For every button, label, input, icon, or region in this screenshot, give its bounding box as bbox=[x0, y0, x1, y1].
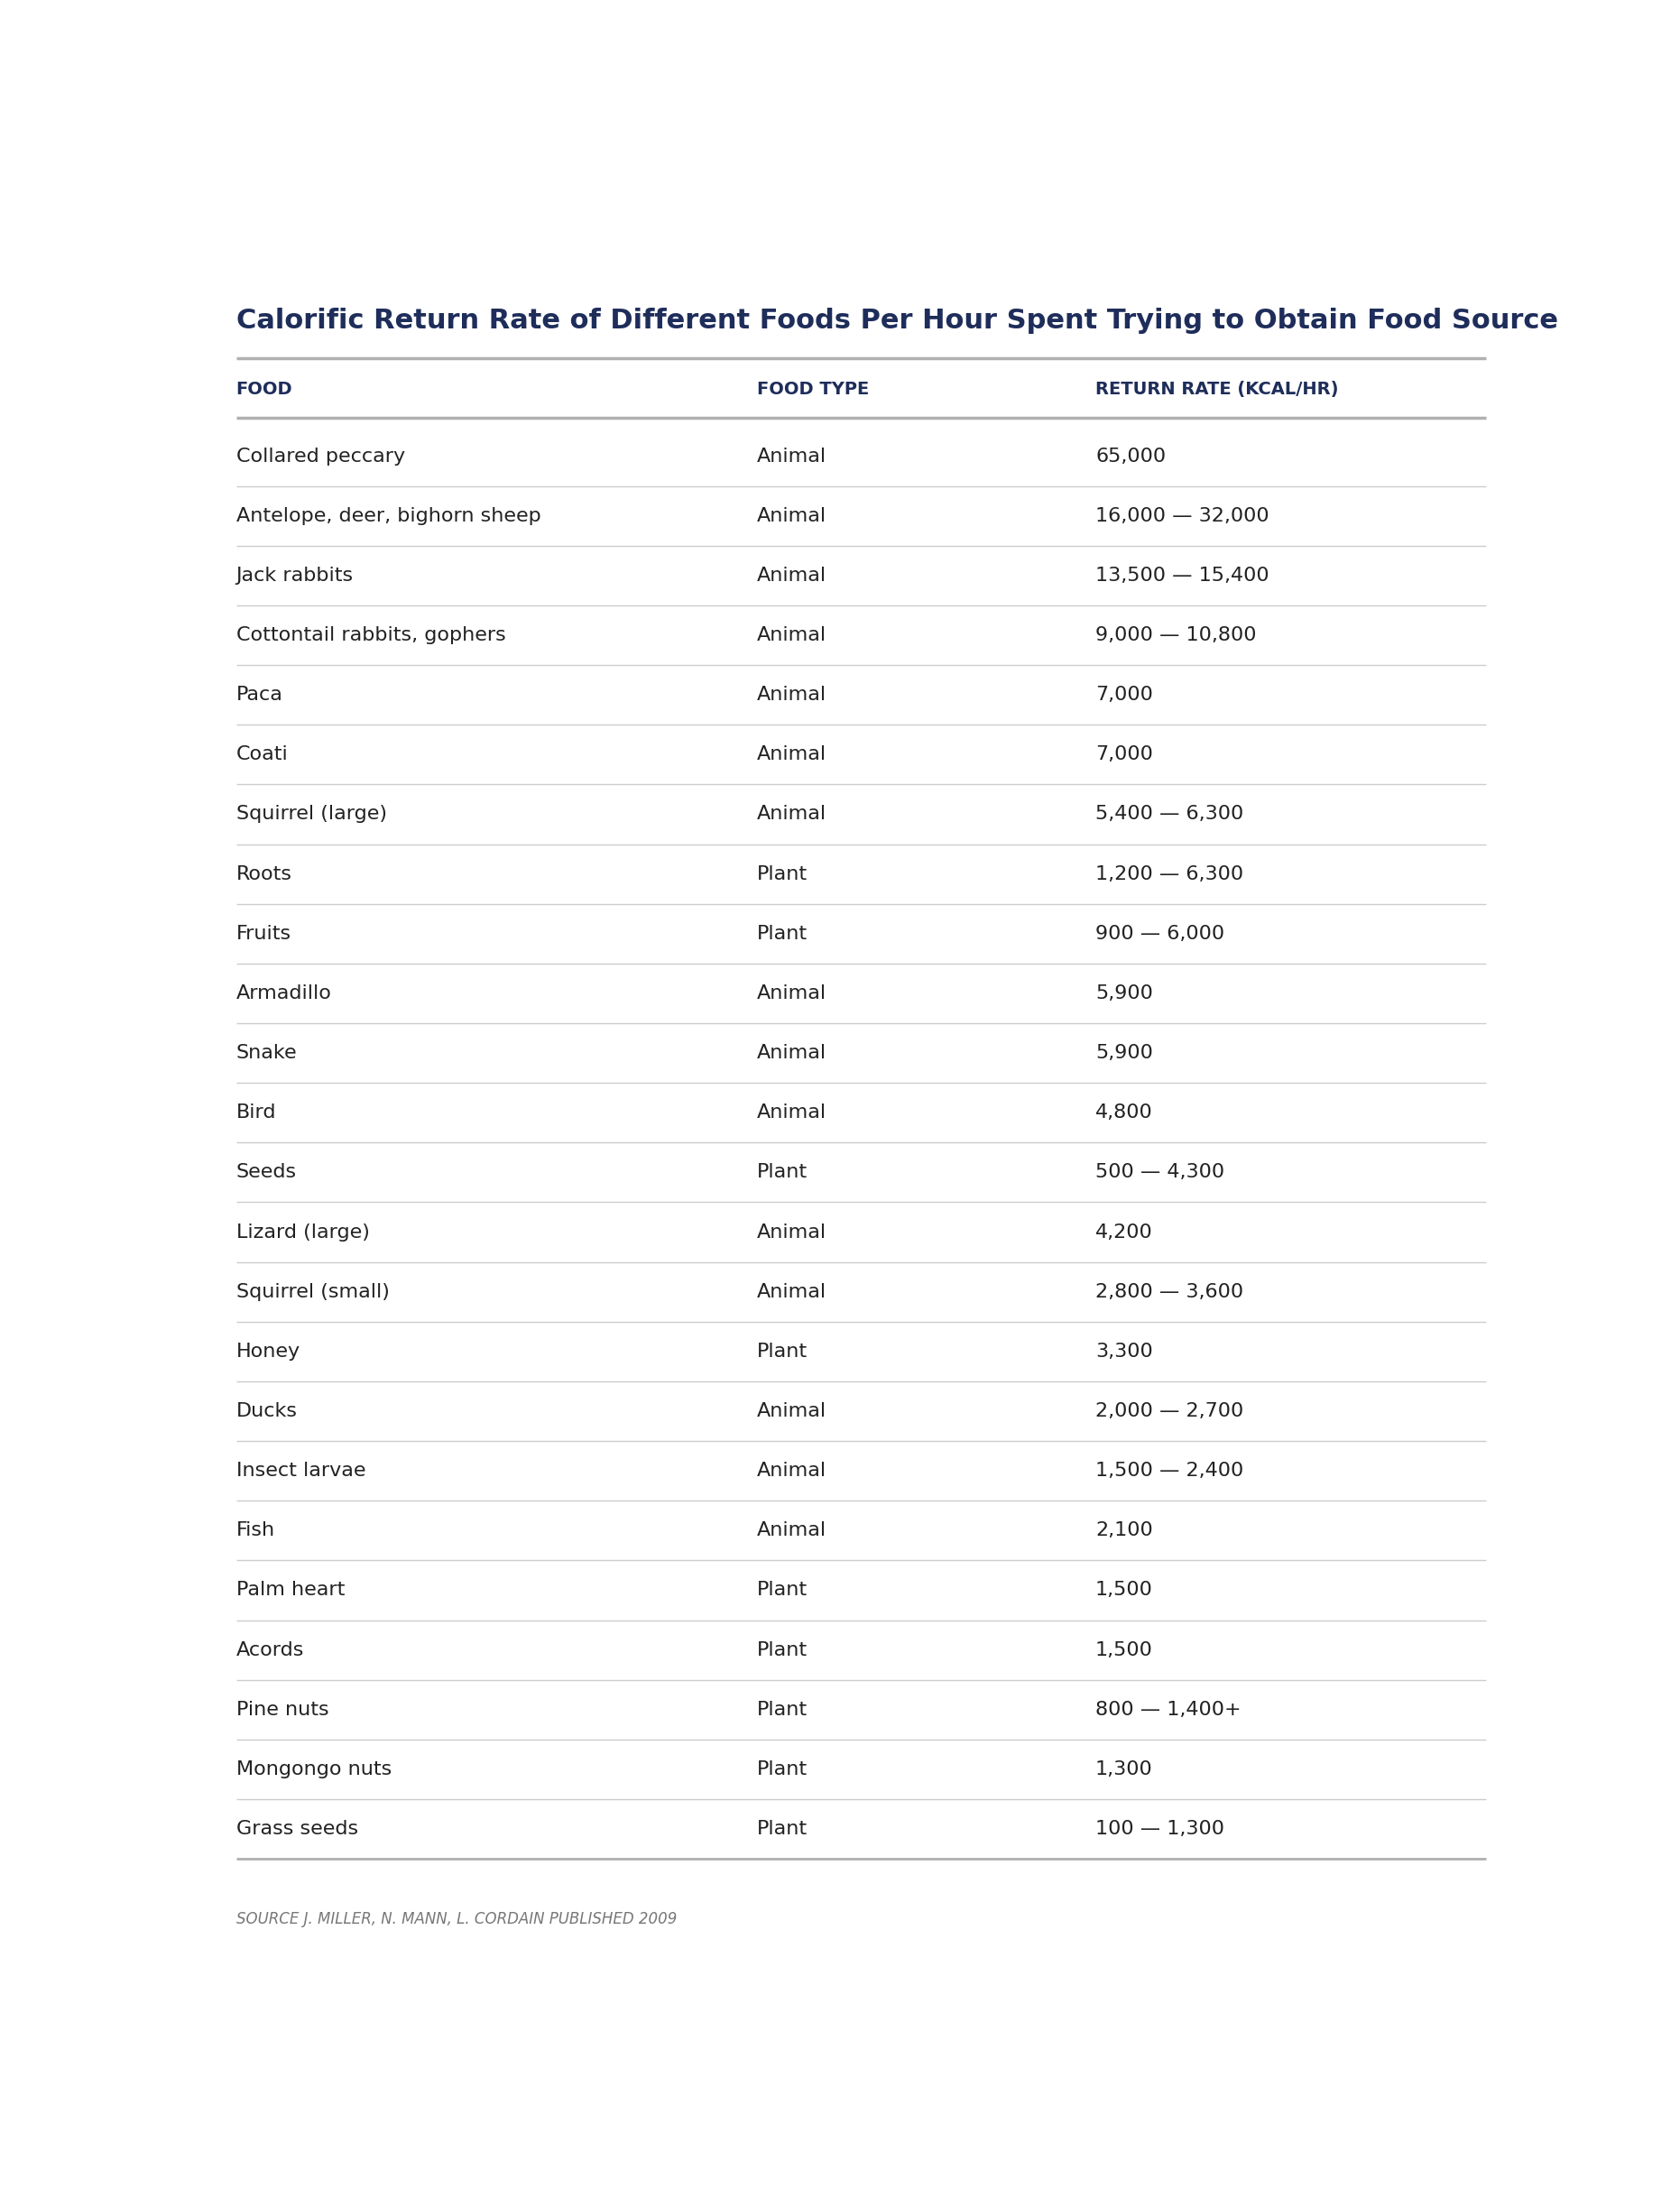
Text: Roots: Roots bbox=[235, 865, 292, 883]
Text: 7,000: 7,000 bbox=[1095, 746, 1152, 764]
Text: 100 — 1,300: 100 — 1,300 bbox=[1095, 1821, 1225, 1838]
Text: 9,000 — 10,800: 9,000 — 10,800 bbox=[1095, 627, 1257, 644]
Text: 4,800: 4,800 bbox=[1095, 1104, 1152, 1121]
Text: 5,400 — 6,300: 5,400 — 6,300 bbox=[1095, 806, 1243, 823]
Text: Lizard (large): Lizard (large) bbox=[235, 1223, 370, 1240]
Text: Animal: Animal bbox=[756, 984, 827, 1002]
Text: Animal: Animal bbox=[756, 806, 827, 823]
Text: 5,900: 5,900 bbox=[1095, 1044, 1152, 1062]
Text: Fish: Fish bbox=[235, 1521, 276, 1540]
Text: SOURCE J. MILLER, N. MANN, L. CORDAIN PUBLISHED 2009: SOURCE J. MILLER, N. MANN, L. CORDAIN PU… bbox=[235, 1911, 677, 1927]
Text: Plant: Plant bbox=[756, 1761, 808, 1779]
Text: Animal: Animal bbox=[756, 1104, 827, 1121]
Text: Calorific Return Rate of Different Foods Per Hour Spent Trying to Obtain Food So: Calorific Return Rate of Different Foods… bbox=[235, 307, 1557, 333]
Text: Plant: Plant bbox=[756, 1342, 808, 1360]
Text: 1,500 — 2,400: 1,500 — 2,400 bbox=[1095, 1461, 1243, 1481]
Text: FOOD TYPE: FOOD TYPE bbox=[756, 380, 869, 397]
Text: Snake: Snake bbox=[235, 1044, 297, 1062]
Text: Plant: Plant bbox=[756, 1702, 808, 1719]
Text: Grass seeds: Grass seeds bbox=[235, 1821, 358, 1838]
Text: Collared peccary: Collared peccary bbox=[235, 448, 405, 466]
Text: Honey: Honey bbox=[235, 1342, 301, 1360]
Text: Jack rabbits: Jack rabbits bbox=[235, 567, 353, 585]
Text: 500 — 4,300: 500 — 4,300 bbox=[1095, 1163, 1225, 1181]
Text: Bird: Bird bbox=[235, 1104, 276, 1121]
Text: Acords: Acords bbox=[235, 1642, 304, 1660]
Text: 4,200: 4,200 bbox=[1095, 1223, 1152, 1240]
Text: 5,900: 5,900 bbox=[1095, 984, 1152, 1002]
Text: Plant: Plant bbox=[756, 865, 808, 883]
Text: 2,000 — 2,700: 2,000 — 2,700 bbox=[1095, 1401, 1243, 1421]
Text: 900 — 6,000: 900 — 6,000 bbox=[1095, 925, 1225, 942]
Text: Animal: Animal bbox=[756, 448, 827, 466]
Text: 65,000: 65,000 bbox=[1095, 448, 1166, 466]
Text: Mongongo nuts: Mongongo nuts bbox=[235, 1761, 391, 1779]
Text: Animal: Animal bbox=[756, 686, 827, 704]
Text: 16,000 — 32,000: 16,000 — 32,000 bbox=[1095, 508, 1268, 525]
Text: RETURN RATE (KCAL/HR): RETURN RATE (KCAL/HR) bbox=[1095, 380, 1339, 397]
Text: Palm heart: Palm heart bbox=[235, 1580, 344, 1600]
Text: 13,500 — 15,400: 13,500 — 15,400 bbox=[1095, 567, 1268, 585]
Text: Plant: Plant bbox=[756, 1821, 808, 1838]
Text: 3,300: 3,300 bbox=[1095, 1342, 1152, 1360]
Text: 2,100: 2,100 bbox=[1095, 1521, 1152, 1540]
Text: Paca: Paca bbox=[235, 686, 282, 704]
Text: Animal: Animal bbox=[756, 746, 827, 764]
Text: Plant: Plant bbox=[756, 925, 808, 942]
Text: Animal: Animal bbox=[756, 1401, 827, 1421]
Text: 2,800 — 3,600: 2,800 — 3,600 bbox=[1095, 1282, 1243, 1300]
Text: FOOD: FOOD bbox=[235, 380, 292, 397]
Text: Animal: Animal bbox=[756, 1223, 827, 1240]
Text: Plant: Plant bbox=[756, 1642, 808, 1660]
Text: Animal: Animal bbox=[756, 1282, 827, 1300]
Text: Animal: Animal bbox=[756, 1044, 827, 1062]
Text: Animal: Animal bbox=[756, 1521, 827, 1540]
Text: Ducks: Ducks bbox=[235, 1401, 297, 1421]
Text: Animal: Animal bbox=[756, 1461, 827, 1481]
Text: Animal: Animal bbox=[756, 567, 827, 585]
Text: Plant: Plant bbox=[756, 1580, 808, 1600]
Text: 7,000: 7,000 bbox=[1095, 686, 1152, 704]
Text: Cottontail rabbits, gophers: Cottontail rabbits, gophers bbox=[235, 627, 506, 644]
Text: 1,500: 1,500 bbox=[1095, 1642, 1152, 1660]
Text: Plant: Plant bbox=[756, 1163, 808, 1181]
Text: Animal: Animal bbox=[756, 627, 827, 644]
Text: Armadillo: Armadillo bbox=[235, 984, 331, 1002]
Text: Antelope, deer, bighorn sheep: Antelope, deer, bighorn sheep bbox=[235, 508, 541, 525]
Text: Insect larvae: Insect larvae bbox=[235, 1461, 366, 1481]
Text: 1,500: 1,500 bbox=[1095, 1580, 1152, 1600]
Text: Fruits: Fruits bbox=[235, 925, 291, 942]
Text: Pine nuts: Pine nuts bbox=[235, 1702, 329, 1719]
Text: Seeds: Seeds bbox=[235, 1163, 297, 1181]
Text: 1,200 — 6,300: 1,200 — 6,300 bbox=[1095, 865, 1243, 883]
Text: Squirrel (large): Squirrel (large) bbox=[235, 806, 386, 823]
Text: Animal: Animal bbox=[756, 508, 827, 525]
Text: Coati: Coati bbox=[235, 746, 289, 764]
Text: 1,300: 1,300 bbox=[1095, 1761, 1152, 1779]
Text: Squirrel (small): Squirrel (small) bbox=[235, 1282, 390, 1300]
Text: 800 — 1,400+: 800 — 1,400+ bbox=[1095, 1702, 1242, 1719]
